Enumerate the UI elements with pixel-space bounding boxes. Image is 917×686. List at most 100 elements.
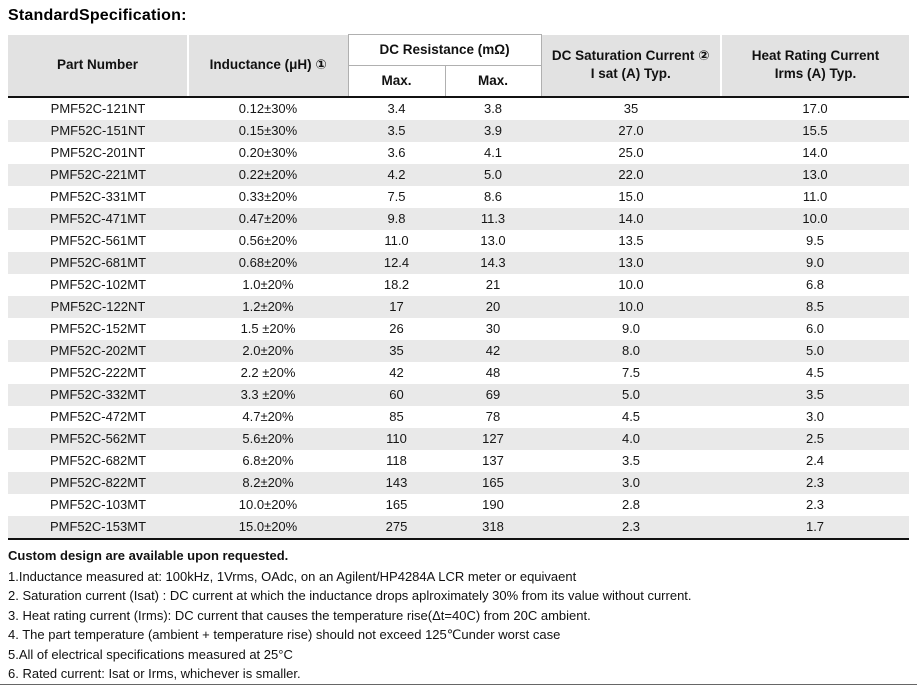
col-header-part-number: Part Number bbox=[8, 34, 189, 98]
table-cell: PMF52C-152MT bbox=[49, 320, 147, 336]
table-cell: 3.8 bbox=[483, 100, 503, 116]
table-cell: PMF52C-822MT bbox=[49, 474, 147, 490]
table-cell: PMF52C-103MT bbox=[49, 496, 147, 512]
table-cell: 10.0±20% bbox=[238, 496, 298, 512]
table-cell: 3.4 bbox=[387, 100, 406, 116]
table-cell: PMF52C-682MT bbox=[49, 452, 147, 468]
table-cell: 0.20±30% bbox=[238, 144, 298, 160]
table-row: PMF52C-332MT 3.3 ±20% 60 69 5.0 3.5 bbox=[8, 383, 910, 406]
table-row: PMF52C-681MT 0.68±20% 12.4 14.3 13.0 9.0 bbox=[8, 251, 910, 274]
notes-list: 1.Inductance measured at: 100kHz, 1Vrms,… bbox=[8, 568, 909, 682]
table-cell: 35 bbox=[389, 342, 404, 358]
table-cell: PMF52C-332MT bbox=[49, 386, 147, 402]
table-row: PMF52C-471MT 0.47±20% 9.8 11.3 14.0 10.0 bbox=[8, 207, 910, 230]
table-cell: 1.0±20% bbox=[242, 276, 294, 292]
table-cell: 60 bbox=[389, 386, 404, 402]
table-cell: 3.5 bbox=[805, 386, 825, 402]
table-cell: 165 bbox=[482, 474, 504, 490]
table-cell: PMF52C-221MT bbox=[49, 166, 147, 182]
table-cell: 3.6 bbox=[387, 144, 406, 160]
table-cell: PMF52C-222MT bbox=[49, 364, 147, 380]
table-cell: PMF52C-121NT bbox=[50, 100, 146, 116]
table-cell: 4.7±20% bbox=[242, 408, 294, 424]
table-cell: 17.0 bbox=[802, 100, 828, 116]
col-header-dc-resistance: DC Resistance (mΩ) bbox=[347, 34, 542, 66]
footnote: 2. Saturation current (Isat) : DC curren… bbox=[8, 588, 692, 603]
table-cell: 13.0 bbox=[802, 166, 828, 182]
table-cell: 0.56±20% bbox=[238, 232, 298, 248]
table-cell: 4.1 bbox=[483, 144, 503, 160]
table-cell: 17 bbox=[389, 298, 404, 314]
table-cell: 11.0 bbox=[384, 232, 409, 248]
table-cell: 14.3 bbox=[480, 254, 506, 270]
table-cell: 13.0 bbox=[618, 254, 644, 270]
table-cell: 10.0 bbox=[802, 210, 828, 226]
saturation-header-line2: I sat (A) Typ. bbox=[590, 66, 671, 81]
table-cell: 127 bbox=[482, 430, 504, 446]
table-cell: 10.0 bbox=[618, 298, 644, 314]
table-cell: 13.0 bbox=[480, 232, 506, 248]
page-title: StandardSpecification: bbox=[8, 7, 187, 24]
table-header: Part Number Inductance (μH) ① DC Resista… bbox=[8, 34, 910, 98]
table-cell: 7.5 bbox=[387, 188, 406, 204]
table-row: PMF52C-121NT 0.12±30% 3.4 3.8 35 17.0 bbox=[8, 97, 909, 120]
footnote: 1.Inductance measured at: 100kHz, 1Vrms,… bbox=[8, 568, 577, 584]
table-cell: 4.5 bbox=[621, 408, 641, 424]
table-row: PMF52C-103MT 10.0±20% 165 190 2.8 2.3 bbox=[8, 494, 909, 516]
table-row: PMF52C-152MT 1.5 ±20% 26 30 9.0 6.0 bbox=[8, 318, 909, 340]
table-row: PMF52C-102MT 1.0±20% 18.2 21 10.0 6.8 bbox=[8, 274, 909, 296]
table-cell: 190 bbox=[482, 496, 504, 512]
table-cell: 42 bbox=[389, 364, 404, 380]
table-row: PMF52C-331MT 0.33±20% 7.5 8.6 15.0 11.0 bbox=[8, 186, 909, 208]
table-cell: 5.0 bbox=[621, 386, 641, 402]
table-cell: 35 bbox=[623, 100, 639, 116]
table-cell: 4.2 bbox=[387, 166, 406, 182]
table-cell: 27.0 bbox=[618, 122, 644, 138]
table-cell: 2.3 bbox=[805, 474, 825, 490]
table-row: PMF52C-562MT 5.6±20% 110 127 4.0 2.5 bbox=[8, 427, 910, 450]
table-cell: 137 bbox=[482, 452, 504, 468]
table-cell: 2.2 ±20% bbox=[240, 364, 296, 380]
table-cell: 48 bbox=[485, 364, 501, 380]
table-cell: PMF52C-102MT bbox=[49, 276, 147, 292]
table-cell: 3.5 bbox=[621, 452, 641, 468]
table-cell: 2.8 bbox=[621, 496, 641, 512]
table-cell: 318 bbox=[445, 515, 542, 540]
table-cell: PMF52C-561MT bbox=[49, 232, 147, 248]
table-cell: 275 bbox=[348, 515, 445, 540]
table-cell: 21 bbox=[485, 276, 501, 292]
table-cell: 3.0 bbox=[805, 408, 825, 424]
table-cell: PMF52C-201NT bbox=[50, 144, 146, 160]
table-cell: 4.5 bbox=[805, 364, 825, 380]
table-body: PMF52C-121NT 0.12±30% 3.4 3.8 35 17.0 PMF52C-1… bbox=[8, 97, 910, 540]
table-row: PMF52C-682MT 6.8±20% 118 137 3.5 2.4 bbox=[8, 450, 909, 472]
table-cell: 42 bbox=[485, 342, 501, 358]
table-cell: 8.2±20% bbox=[242, 474, 294, 490]
table-cell: PMF52C-122NT bbox=[50, 298, 146, 314]
table-cell: 0.68±20% bbox=[238, 254, 298, 270]
table-cell: 11.3 bbox=[480, 210, 506, 226]
bottom-divider bbox=[0, 684, 917, 685]
table-row: PMF52C-472MT 4.7±20% 85 78 4.5 3.0 bbox=[8, 406, 909, 428]
table-cell: 12.4 bbox=[383, 254, 410, 270]
table-cell: 2.5 bbox=[805, 430, 825, 446]
col-header-heat-rating: Heat Rating Current Irms (A) Typ. bbox=[721, 34, 910, 98]
table-row: PMF52C-822MT 8.2±20% 143 165 3.0 2.3 bbox=[8, 471, 910, 494]
table-cell: 25.0 bbox=[618, 144, 644, 160]
table-cell: PMF52C-562MT bbox=[49, 430, 147, 446]
table-cell: 6.8 bbox=[805, 276, 825, 292]
table-cell: 69 bbox=[485, 386, 501, 402]
table-cell: 1.7 bbox=[721, 515, 910, 540]
table-cell: 1.2±20% bbox=[242, 298, 294, 314]
table-row: PMF52C-201NT 0.20±30% 3.6 4.1 25.0 14.0 bbox=[8, 142, 909, 164]
table-row: PMF52C-202MT 2.0±20% 35 42 8.0 5.0 bbox=[8, 339, 910, 362]
table-cell: PMF52C-331MT bbox=[49, 188, 147, 204]
table-cell: 2.3 bbox=[805, 496, 825, 512]
table-row: PMF52C-221MT 0.22±20% 4.2 5.0 22.0 13.0 bbox=[8, 163, 910, 186]
table-cell: 0.33±20% bbox=[238, 188, 298, 204]
table-cell: 7.5 bbox=[621, 364, 641, 380]
table-cell: 0.15±30% bbox=[238, 122, 298, 138]
table-cell: 3.9 bbox=[483, 122, 503, 138]
table-cell: 15.5 bbox=[802, 122, 828, 138]
table-cell: 11.0 bbox=[802, 188, 828, 204]
